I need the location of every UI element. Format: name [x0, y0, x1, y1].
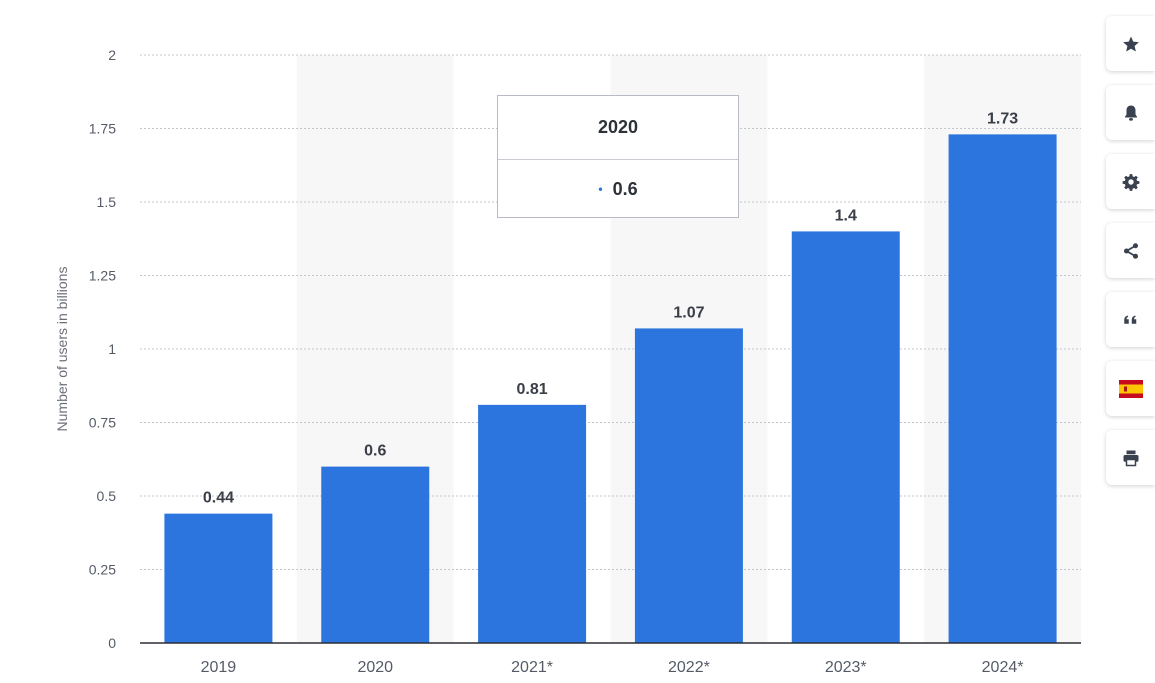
gear-icon: [1122, 173, 1139, 191]
tooltip: 2020 • 0.6: [497, 95, 739, 218]
bar: [321, 466, 430, 643]
x-tick-label: 2020: [357, 659, 393, 676]
x-axis-labels: 2019 2020 2021* 2022* 2023* 2024*: [201, 659, 1024, 676]
y-tick-label: 1.5: [97, 194, 117, 210]
y-tick-label: 2: [108, 47, 116, 63]
bar-value-label: 0.6: [364, 443, 386, 460]
notification-button[interactable]: [1106, 85, 1155, 140]
print-button[interactable]: [1106, 430, 1155, 485]
bar: [164, 513, 273, 643]
bell-icon: [1124, 105, 1137, 121]
bar-value-label: 1.07: [673, 304, 704, 321]
series-dot-icon: •: [598, 182, 603, 196]
share-button[interactable]: [1106, 223, 1155, 278]
bar-value-label: 1.4: [835, 207, 857, 224]
gridlines: [140, 54, 1081, 570]
y-tick-label: 1.75: [89, 121, 116, 137]
y-tick-label: 1: [108, 341, 116, 357]
citation-button[interactable]: [1106, 292, 1155, 347]
y-axis-title: Number of users in billions: [54, 267, 70, 432]
x-tick-label: 2021*: [511, 659, 553, 676]
bar: [948, 134, 1057, 643]
x-tick-label: 2024*: [982, 659, 1024, 676]
settings-button[interactable]: [1106, 154, 1155, 209]
share-icon: [1123, 242, 1138, 259]
tooltip-row: • 0.6: [498, 160, 738, 218]
bars: [164, 134, 1057, 643]
bar: [791, 231, 900, 643]
tooltip-value: 0.6: [612, 178, 638, 199]
y-axis-ticks: 0 0.25 0.5 0.75 1 1.25 1.5 1.75 2: [89, 47, 116, 651]
y-tick-label: 0: [108, 635, 116, 651]
bar-value-label: 1.73: [987, 110, 1018, 127]
star-icon: [1122, 36, 1139, 51]
bar-value-label: 0.44: [203, 490, 234, 507]
quote-icon: [1123, 315, 1136, 324]
favorite-button[interactable]: [1106, 16, 1155, 71]
y-tick-label: 0.25: [89, 562, 116, 578]
y-tick-label: 0.75: [89, 415, 116, 431]
bar-value-label: 0.81: [517, 381, 548, 398]
x-tick-label: 2019: [201, 659, 237, 676]
y-tick-label: 0.5: [97, 488, 117, 504]
y-tick-label: 1.25: [89, 268, 116, 284]
x-tick-label: 2022*: [668, 659, 710, 676]
language-button[interactable]: [1106, 361, 1155, 416]
value-labels: 0.44 0.6 0.81 1.07 1.4 1.73: [203, 110, 1018, 506]
printer-icon: [1123, 450, 1138, 466]
tooltip-title: 2020: [498, 96, 738, 160]
bar: [478, 404, 587, 643]
spain-flag-icon: [1118, 379, 1143, 398]
x-tick-label: 2023*: [825, 659, 867, 676]
bar-chart: 0 0.25 0.5 0.75 1 1.25 1.5 1.75 2 0.44 0.6 0.81 1.0…: [54, 47, 1081, 676]
bar: [634, 328, 743, 643]
